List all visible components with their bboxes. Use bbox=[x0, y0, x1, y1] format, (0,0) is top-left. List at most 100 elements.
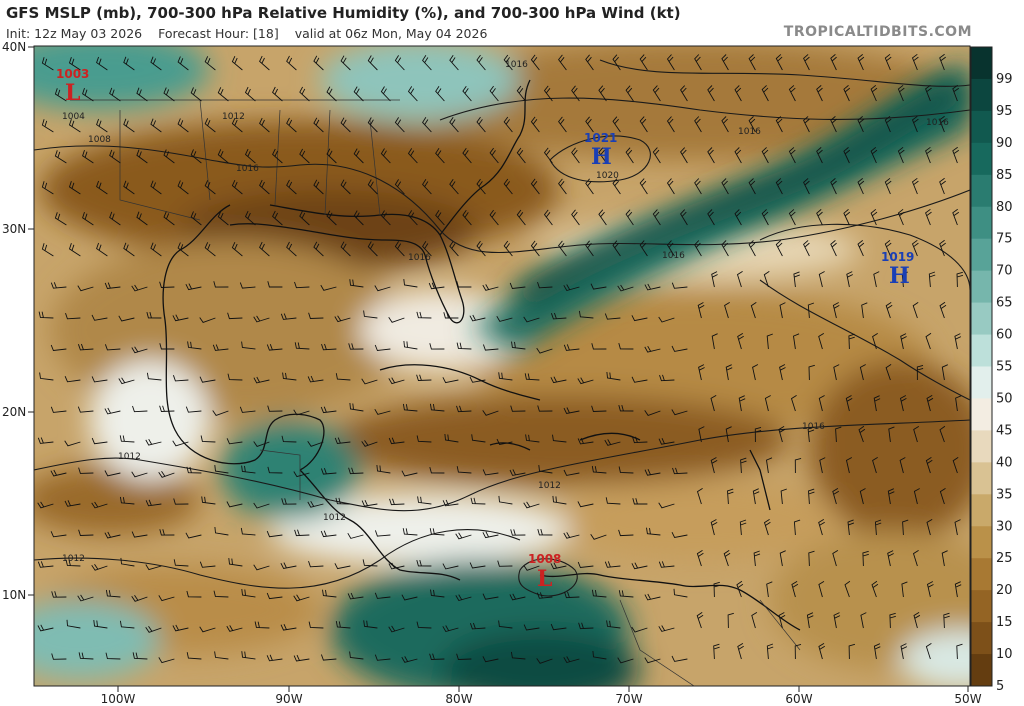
wind-barb bbox=[631, 315, 648, 322]
wind-barb bbox=[239, 282, 256, 289]
wind-barb bbox=[503, 54, 513, 71]
wind-barb bbox=[807, 302, 815, 319]
wind-barb bbox=[482, 344, 499, 351]
wind-barb bbox=[299, 148, 310, 164]
wind-barb bbox=[367, 241, 378, 257]
wind-barb bbox=[503, 240, 513, 257]
wind-barb bbox=[93, 620, 108, 629]
wind-barb bbox=[119, 620, 135, 629]
isobar-label: 1012 bbox=[323, 513, 346, 523]
wind-barb bbox=[748, 178, 756, 195]
wind-barb bbox=[96, 242, 108, 257]
wind-barb bbox=[363, 620, 378, 629]
wind-barb bbox=[259, 55, 270, 71]
wind-barb bbox=[204, 180, 216, 195]
wind-barb bbox=[228, 558, 243, 567]
wind-barb bbox=[214, 526, 229, 536]
colorbar-label: 5 bbox=[996, 679, 1004, 694]
wind-barb bbox=[150, 242, 162, 257]
wind-barb bbox=[577, 561, 594, 568]
wind-barb bbox=[422, 241, 432, 257]
colorbar-swatch bbox=[971, 334, 992, 367]
wind-barb bbox=[901, 581, 908, 598]
wind-barb bbox=[578, 622, 594, 630]
wind-barb bbox=[50, 531, 67, 538]
wind-barb bbox=[550, 312, 567, 320]
wind-barb bbox=[105, 652, 121, 660]
wind-barb bbox=[435, 86, 445, 102]
wind-barb bbox=[954, 333, 962, 350]
wind-barb bbox=[941, 550, 948, 567]
humidity-colorbar: 99 95 90 85 80 75 70 65 60 55 50 45 40 35 30 25 20 15 10 5 bbox=[970, 46, 1013, 694]
wind-barb bbox=[416, 621, 432, 629]
wind-barb bbox=[136, 149, 148, 164]
wind-barb bbox=[145, 499, 162, 507]
wind-barb bbox=[177, 242, 189, 257]
wind-barb bbox=[136, 211, 148, 226]
wind-barb bbox=[736, 580, 744, 598]
wind-barb bbox=[666, 54, 675, 71]
wind-barb bbox=[845, 395, 853, 412]
wind-barb bbox=[294, 529, 310, 537]
wind-barb bbox=[349, 279, 364, 288]
wind-barb bbox=[231, 56, 243, 71]
wind-barb bbox=[78, 529, 94, 536]
wind-barb bbox=[830, 178, 837, 195]
wind-barb bbox=[449, 54, 459, 71]
wind-barb bbox=[37, 624, 54, 632]
wind-barb bbox=[604, 439, 621, 446]
wind-barb bbox=[78, 652, 94, 660]
wind-barb bbox=[482, 284, 499, 291]
wind-barb bbox=[241, 465, 256, 474]
wind-barb bbox=[282, 372, 297, 381]
wind-barb bbox=[38, 311, 54, 319]
wind-barb bbox=[104, 470, 121, 477]
wind-barb bbox=[388, 317, 405, 323]
wind-barb bbox=[146, 372, 162, 381]
map-frame bbox=[33, 45, 971, 687]
wind-barb bbox=[926, 519, 933, 536]
wind-barb bbox=[585, 116, 594, 133]
wind-barb bbox=[807, 426, 815, 443]
wind-barb bbox=[212, 344, 229, 351]
wind-barb bbox=[272, 210, 283, 226]
wind-barb bbox=[912, 550, 919, 567]
wind-barb bbox=[537, 405, 553, 412]
wind-barb bbox=[652, 209, 661, 226]
wind-barb bbox=[766, 581, 773, 598]
wind-barb bbox=[590, 534, 607, 540]
wind-barb bbox=[422, 55, 432, 71]
wind-barb bbox=[791, 581, 799, 598]
wind-barb bbox=[449, 116, 459, 133]
wind-barb bbox=[335, 621, 351, 629]
colorbar-label: 20 bbox=[996, 583, 1013, 598]
wind-barb bbox=[536, 658, 553, 664]
wind-barb bbox=[794, 457, 802, 474]
wind-barb bbox=[39, 372, 54, 381]
wind-barb bbox=[50, 406, 67, 413]
wind-barb bbox=[846, 271, 854, 288]
wind-barb bbox=[281, 435, 297, 443]
wind-barb bbox=[897, 208, 905, 226]
wind-barb bbox=[571, 147, 580, 164]
wind-barb bbox=[326, 86, 337, 102]
wind-barb bbox=[558, 54, 567, 71]
wind-barb bbox=[482, 656, 499, 663]
wind-barb bbox=[707, 147, 715, 164]
wind-barb bbox=[870, 84, 878, 102]
wind-barb bbox=[320, 406, 337, 414]
wind-barb bbox=[899, 457, 906, 474]
lat-label-40n: 40N bbox=[2, 40, 26, 54]
wind-barb bbox=[91, 314, 108, 321]
wind-barb bbox=[750, 302, 757, 319]
lat-label-10n: 10N bbox=[2, 588, 26, 602]
wind-barb bbox=[632, 498, 648, 505]
wind-barb bbox=[320, 654, 337, 661]
wind-barb bbox=[639, 54, 648, 71]
wind-barb bbox=[401, 656, 418, 663]
wind-barb bbox=[658, 502, 675, 509]
wind-barb bbox=[422, 179, 432, 195]
wind-barb bbox=[563, 407, 580, 415]
wind-barb bbox=[543, 209, 553, 226]
colorbar-label: 90 bbox=[996, 136, 1013, 151]
